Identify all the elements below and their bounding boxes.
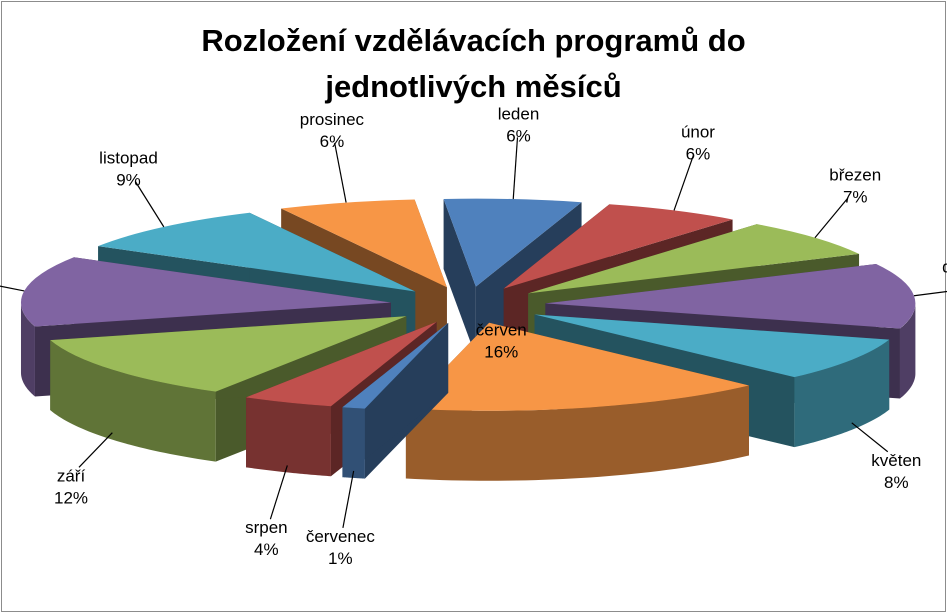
leader-line [512, 137, 519, 200]
leader-line [269, 465, 288, 520]
leader-line [851, 422, 889, 453]
leader-line [814, 198, 848, 239]
slice-value-label: 4% [254, 540, 279, 559]
slice-label-leden: leden 6% [498, 104, 540, 200]
slice-label-duben: duben12% [913, 257, 947, 297]
slice-category-label: červenec [306, 527, 375, 546]
slice-category-label: listopad [99, 148, 158, 167]
slice-value-label: 16% [484, 343, 518, 362]
slice-value-label: 6% [506, 126, 531, 145]
slice-value-label: 9% [116, 170, 141, 189]
slice-category-label: duben [942, 257, 947, 276]
slice-label-listopad: listopad 9% [99, 148, 165, 228]
slice-label-cervenec: červenec 1% [306, 470, 375, 568]
leader-line [673, 155, 694, 211]
leader-line [913, 290, 947, 297]
slice-label-kveten: květen 8% [851, 422, 921, 492]
slice-value-label: 7% [843, 188, 868, 207]
slice-label-brezen: březen 7% [814, 166, 881, 239]
leader-line [342, 470, 355, 529]
slice-category-label: únor [681, 122, 715, 141]
slice-value-label: 6% [320, 132, 345, 151]
slice-value-label: 6% [686, 144, 711, 163]
slice-category-label: květen [871, 451, 921, 470]
leader-line [134, 181, 165, 228]
slice-category-label: srpen [245, 518, 288, 537]
slice-label-cerven: červen 16% [476, 321, 527, 362]
leader-line [0, 285, 25, 292]
slice-value-label: 8% [884, 473, 909, 492]
slice-value-label: 12% [54, 488, 88, 507]
slice-category-label: březen [829, 166, 881, 185]
slice-label-srpen: srpen 4% [245, 465, 288, 559]
pie-slice-cerven [405, 322, 749, 481]
slice-label-rijen: říjen13% [0, 285, 25, 292]
slice-label-unor: únor 6% [673, 122, 715, 211]
leader-line [334, 142, 347, 203]
chart-title: Rozložení vzdělávacích programů do jedno… [201, 23, 746, 104]
slice-category-label: září [57, 466, 86, 485]
slice-label-zari: září 12% [54, 432, 113, 507]
slice-category-label: červen [476, 321, 527, 340]
slice-value-label: 1% [328, 549, 353, 568]
slice-category-label: prosinec [300, 110, 365, 129]
slice-label-prosinec: prosinec 6% [300, 110, 365, 203]
leader-line [78, 432, 113, 468]
slice-category-label: leden [498, 104, 540, 123]
pie-slice-cervenec [342, 322, 449, 479]
